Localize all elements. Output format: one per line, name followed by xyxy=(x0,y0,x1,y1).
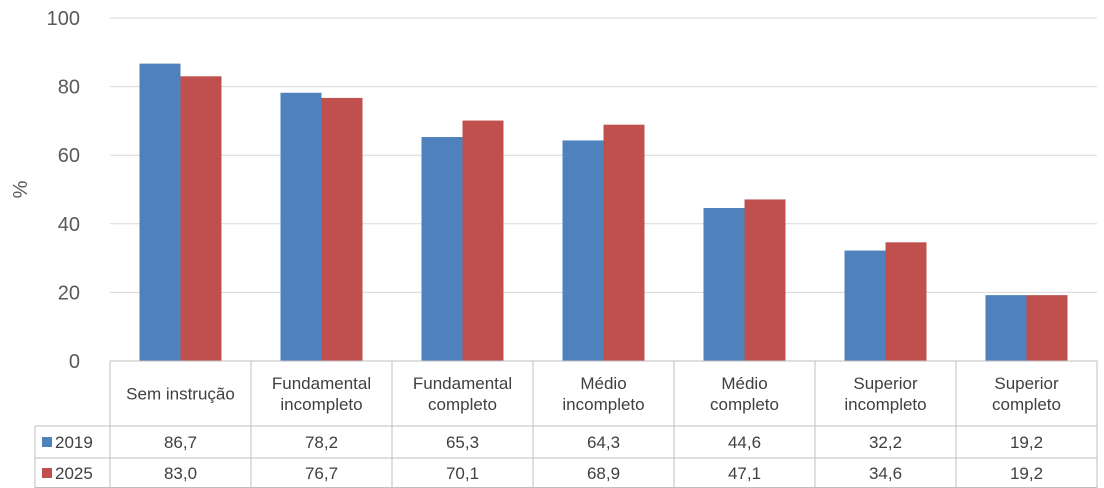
bar-2019-3 xyxy=(421,137,463,361)
bar-2019-7 xyxy=(985,295,1027,361)
bar-2025-6 xyxy=(885,242,927,361)
data-label-2019: 44,6 xyxy=(728,433,761,452)
bar-2019-1 xyxy=(139,63,181,362)
data-label-2019: 78,2 xyxy=(305,433,338,452)
bar-2019-5 xyxy=(703,208,745,361)
legend-label-2019: 2019 xyxy=(55,433,93,452)
y-axis-label: % xyxy=(10,180,32,198)
legend-label-2025: 2025 xyxy=(55,464,93,483)
data-label-2025: 19,2 xyxy=(1010,464,1043,483)
data-label-2025: 68,9 xyxy=(587,464,620,483)
data-label-2019: 32,2 xyxy=(869,433,902,452)
bar-2025-2 xyxy=(321,97,363,361)
bar-2025-7 xyxy=(1026,295,1068,361)
data-label-2025: 34,6 xyxy=(869,464,902,483)
data-label-2025: 70,1 xyxy=(446,464,479,483)
data-label-2025: 76,7 xyxy=(305,464,338,483)
bar-2025-1 xyxy=(180,76,222,361)
bars xyxy=(139,63,1068,362)
data-label-2025: 47,1 xyxy=(728,464,761,483)
bar-2019-4 xyxy=(562,140,604,361)
category-label: Médio completo xyxy=(710,374,779,414)
y-tick-label: 60 xyxy=(58,145,80,167)
bar-2025-4 xyxy=(603,124,645,361)
data-label-2019: 19,2 xyxy=(1010,433,1043,452)
legend-key-2019 xyxy=(42,437,52,447)
data-label-2019: 64,3 xyxy=(587,433,620,452)
bar-2025-5 xyxy=(744,199,786,361)
legend-key-2025 xyxy=(42,468,52,478)
data-table: Sem instrução Fundamental incompleto Fundam… xyxy=(34,360,1098,488)
data-label-2025: 83,0 xyxy=(164,464,197,483)
category-label: Médio incompleto xyxy=(562,374,644,414)
data-label-2019: 65,3 xyxy=(446,433,479,452)
bar-2019-2 xyxy=(280,92,322,362)
category-label: Superior completo xyxy=(992,374,1061,414)
category-label: Superior incompleto xyxy=(844,374,926,414)
bar-2025-3 xyxy=(462,120,504,361)
category-label: Fundamental completo xyxy=(413,374,512,414)
bar-2019-6 xyxy=(844,250,886,361)
y-tick-label: 40 xyxy=(58,214,80,236)
category-label: Fundamental incompleto xyxy=(272,374,371,414)
y-tick-label: 100 xyxy=(47,8,80,30)
y-axis-ticks: 0 20 40 60 80 100 xyxy=(47,8,80,373)
y-tick-label: 20 xyxy=(58,282,80,304)
category-label: Sem instrução xyxy=(126,385,235,404)
data-label-2019: 86,7 xyxy=(164,433,197,452)
y-tick-label: 0 xyxy=(69,351,80,373)
y-tick-label: 80 xyxy=(58,77,80,99)
